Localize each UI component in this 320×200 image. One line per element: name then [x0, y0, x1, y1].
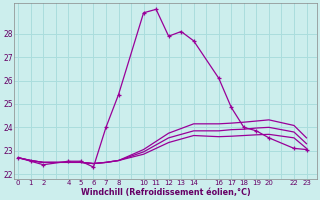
- X-axis label: Windchill (Refroidissement éolien,°C): Windchill (Refroidissement éolien,°C): [81, 188, 250, 197]
